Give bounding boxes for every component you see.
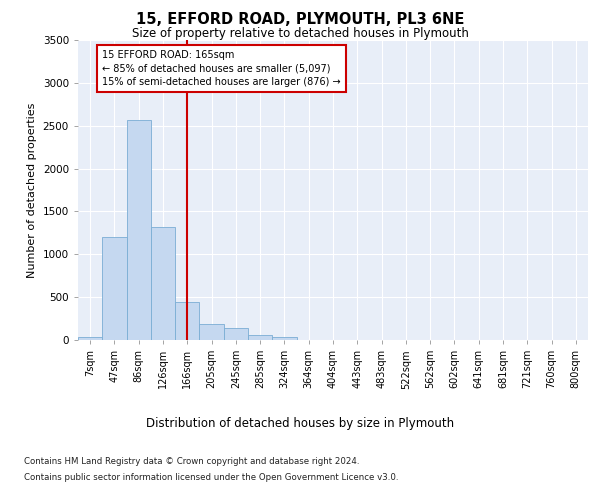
Text: Contains HM Land Registry data © Crown copyright and database right 2024.: Contains HM Land Registry data © Crown c… <box>24 458 359 466</box>
Bar <box>224 328 248 340</box>
Bar <box>78 338 102 340</box>
Text: Size of property relative to detached houses in Plymouth: Size of property relative to detached ho… <box>131 28 469 40</box>
Bar <box>102 237 127 340</box>
Bar <box>151 227 175 340</box>
Text: 15 EFFORD ROAD: 165sqm
← 85% of detached houses are smaller (5,097)
15% of semi-: 15 EFFORD ROAD: 165sqm ← 85% of detached… <box>102 50 341 86</box>
Bar <box>127 120 151 340</box>
Text: 15, EFFORD ROAD, PLYMOUTH, PL3 6NE: 15, EFFORD ROAD, PLYMOUTH, PL3 6NE <box>136 12 464 28</box>
Y-axis label: Number of detached properties: Number of detached properties <box>27 102 37 278</box>
Bar <box>175 302 199 340</box>
Text: Contains public sector information licensed under the Open Government Licence v3: Contains public sector information licen… <box>24 472 398 482</box>
Bar <box>199 324 224 340</box>
Bar <box>272 338 296 340</box>
Text: Distribution of detached houses by size in Plymouth: Distribution of detached houses by size … <box>146 418 454 430</box>
Bar <box>248 336 272 340</box>
